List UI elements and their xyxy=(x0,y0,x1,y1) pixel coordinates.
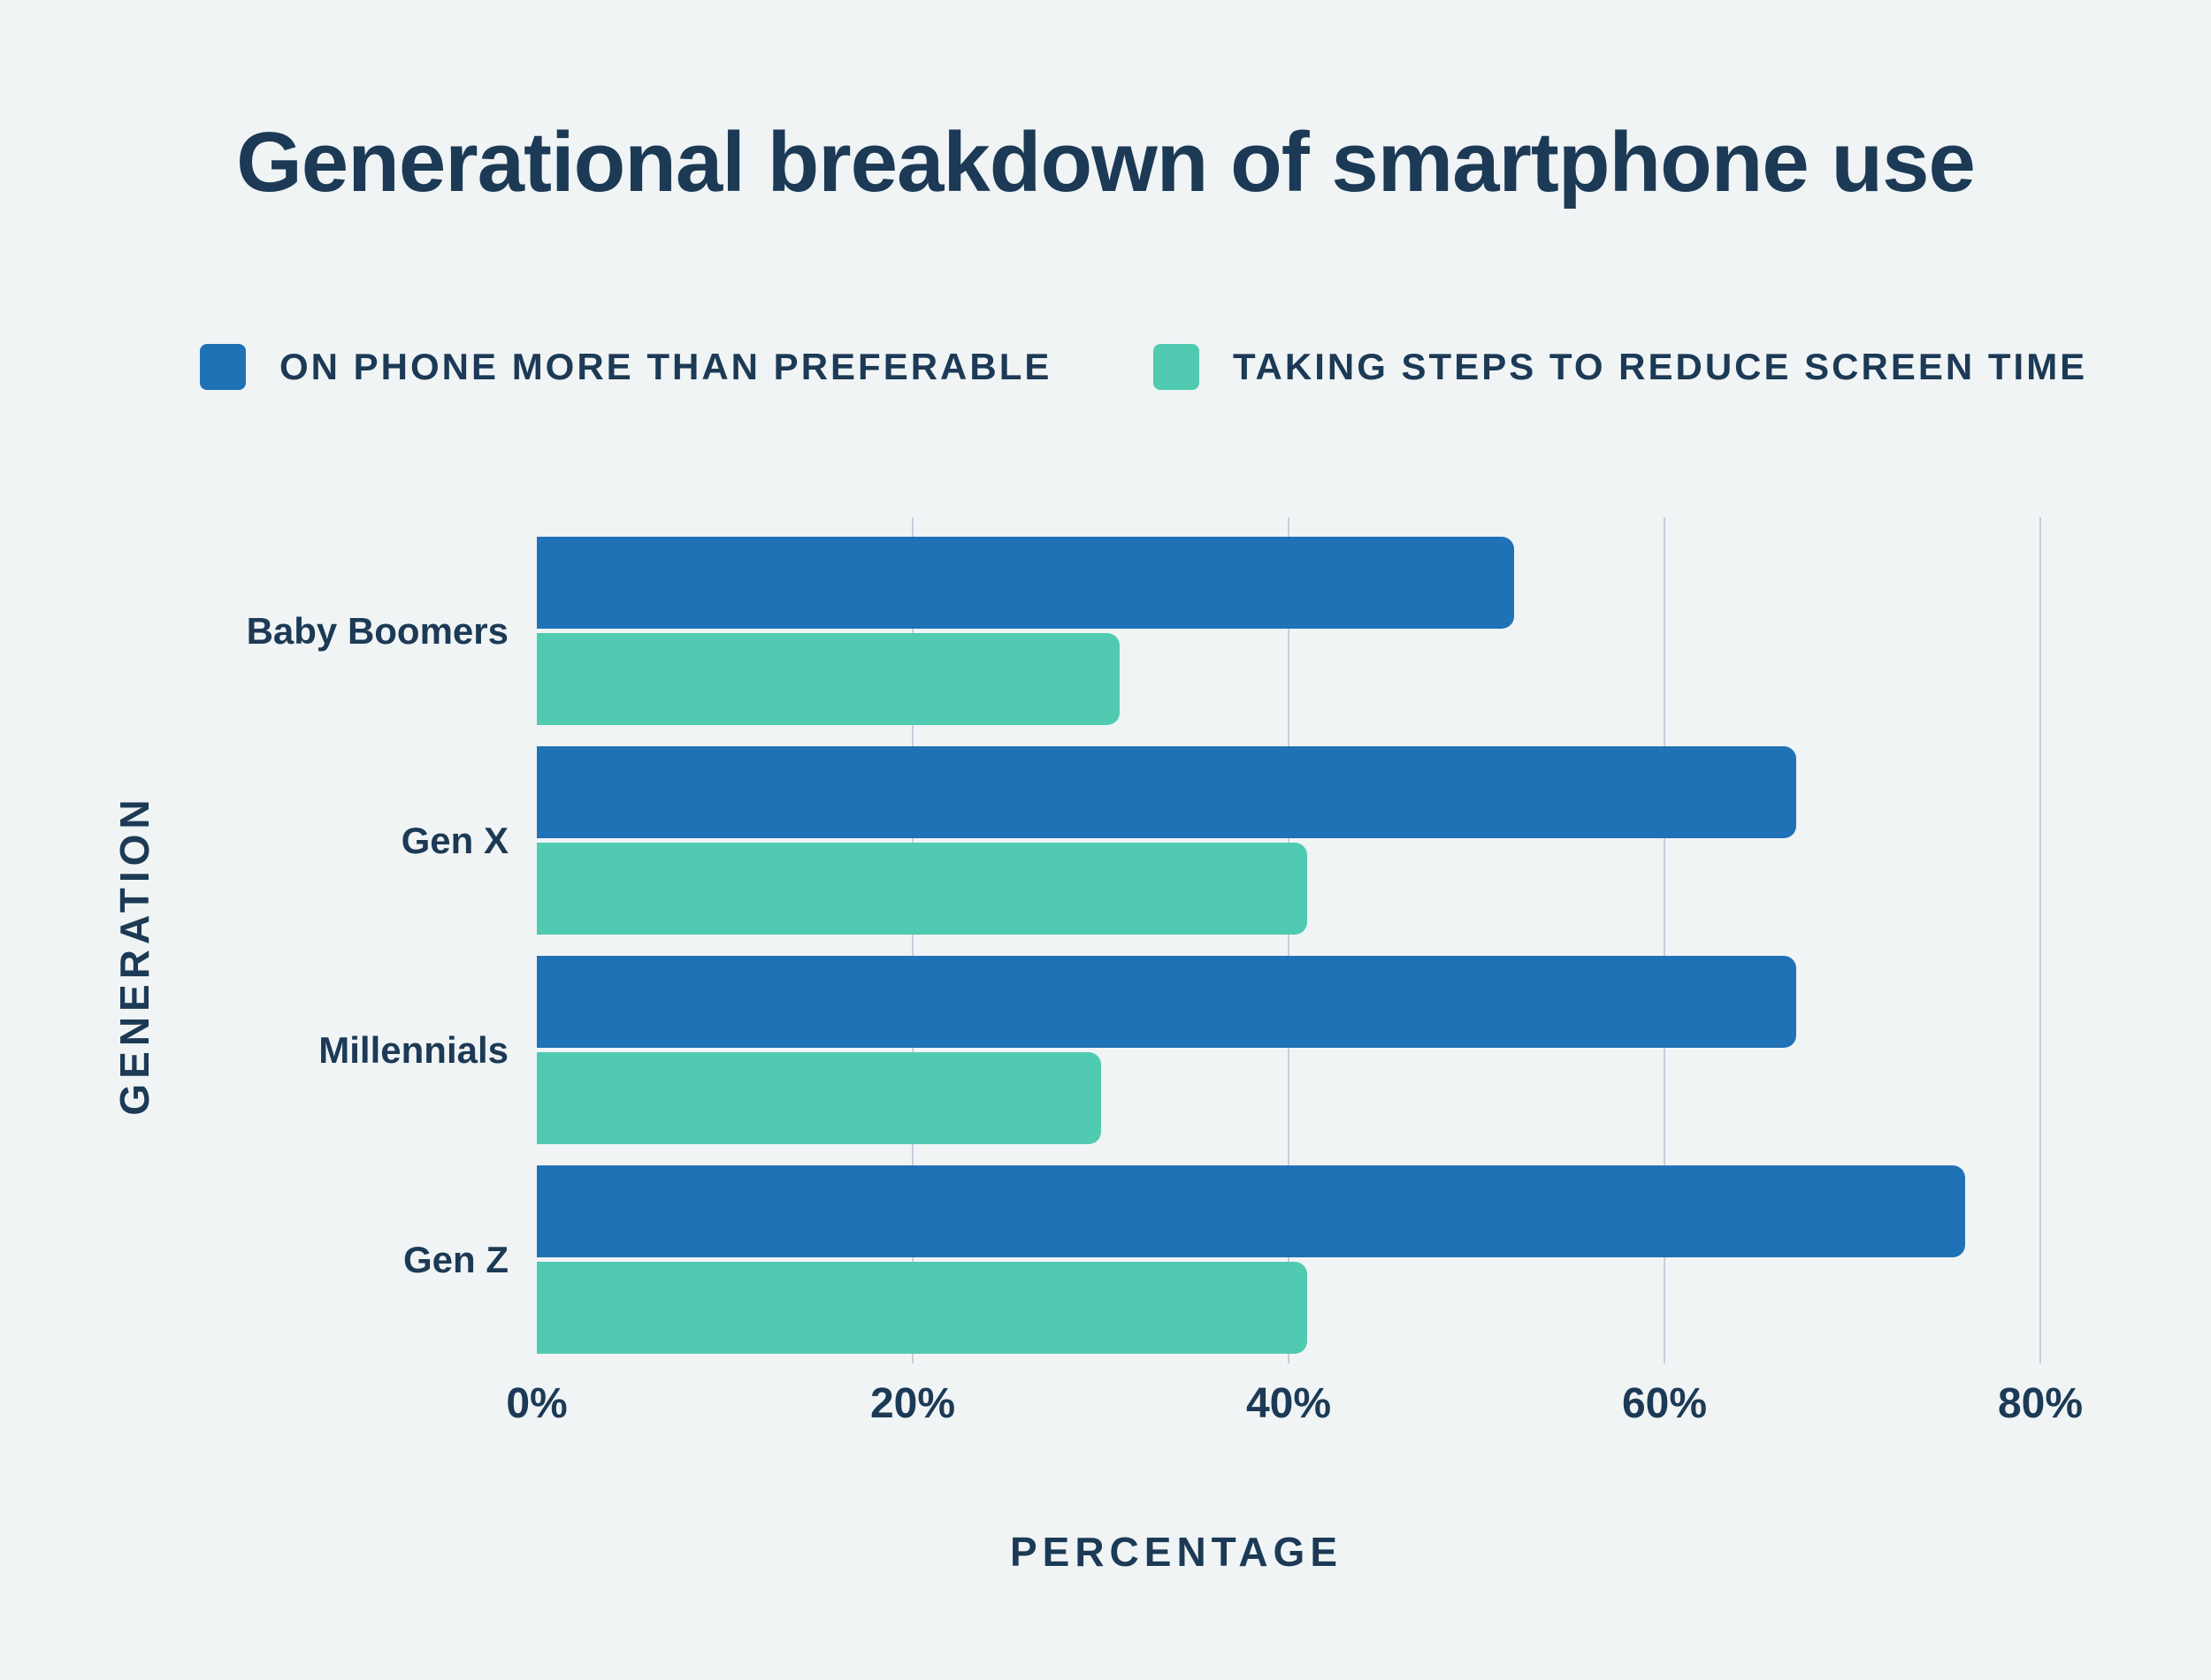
bar-baby-boomers-reducing xyxy=(537,633,1120,725)
x-tick-20: 20% xyxy=(869,1380,956,1427)
plot-area xyxy=(537,517,2041,1363)
legend-swatch-blue-icon xyxy=(200,344,246,390)
bar-millennials-reducing xyxy=(537,1052,1101,1144)
x-tick-80: 80% xyxy=(1997,1380,2084,1427)
bar-gen-z-reducing xyxy=(537,1262,1308,1354)
category-label-gen-z: Gen Z xyxy=(402,1238,509,1280)
x-tick-0: 0% xyxy=(506,1380,568,1427)
x-axis-title: PERCENTAGE xyxy=(1009,1529,1343,1575)
category-labels: Baby Boomers Gen X Millennials Gen Z xyxy=(0,517,509,1363)
bar-baby-boomers-on-phone xyxy=(537,537,1514,629)
legend-item-on-phone: ON PHONE MORE THAN PREFERABLE xyxy=(200,343,1052,391)
x-axis-ticks: 0% 20% 40% 60% 80% xyxy=(506,1376,2083,1432)
chart-title: Generational breakdown of smartphone use xyxy=(236,115,1976,210)
gridline-80 xyxy=(2039,517,2041,1363)
bar-gen-z-on-phone xyxy=(537,1165,1965,1257)
legend-label-on-phone: ON PHONE MORE THAN PREFERABLE xyxy=(279,346,1052,387)
x-tick-60: 60% xyxy=(1621,1380,1708,1427)
gridline-20 xyxy=(912,517,914,1363)
legend-swatch-teal-icon xyxy=(1153,344,1199,390)
bar-gen-x-on-phone xyxy=(537,746,1796,838)
x-tick-40: 40% xyxy=(1245,1380,1332,1427)
gridline-40 xyxy=(1288,517,1289,1363)
bar-gen-x-reducing xyxy=(537,843,1308,935)
legend: ON PHONE MORE THAN PREFERABLE TAKING STE… xyxy=(0,343,2211,391)
legend-label-reduce-screen-time: TAKING STEPS TO REDUCE SCREEN TIME xyxy=(1233,346,2088,387)
category-label-gen-x: Gen X xyxy=(401,819,509,861)
category-label-millennials: Millennials xyxy=(318,1028,509,1071)
bar-millennials-on-phone xyxy=(537,956,1796,1048)
gridline-60 xyxy=(1664,517,1665,1363)
category-label-baby-boomers: Baby Boomers xyxy=(246,609,509,652)
legend-item-reduce-screen-time: TAKING STEPS TO REDUCE SCREEN TIME xyxy=(1153,343,2087,391)
